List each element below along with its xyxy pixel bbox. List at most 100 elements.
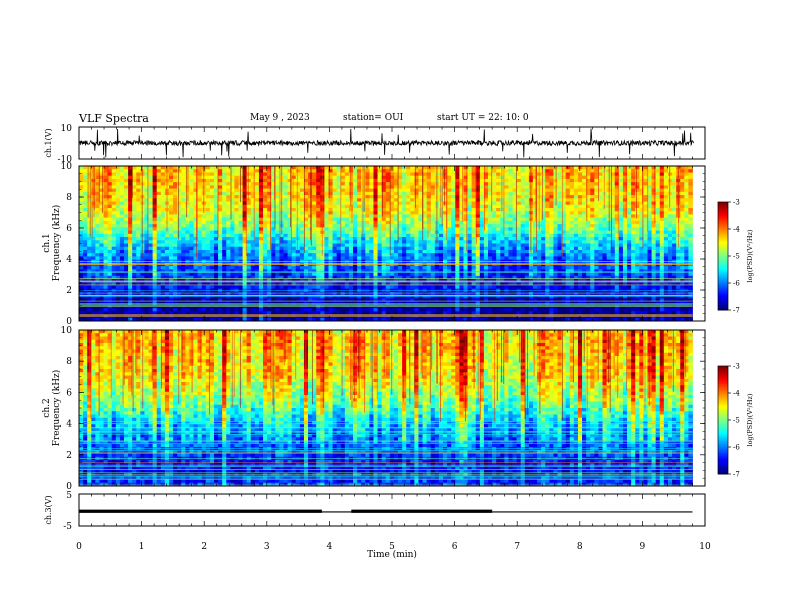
spectrogram-cell bbox=[389, 204, 395, 209]
spectrogram-cell bbox=[193, 224, 199, 228]
spectrogram-cell bbox=[353, 227, 358, 231]
spectrogram-cell bbox=[95, 246, 100, 251]
spectrogram-cell bbox=[389, 201, 395, 206]
spectrogram-cell bbox=[651, 227, 657, 231]
spectrogram-cell bbox=[230, 243, 235, 248]
spectrogram-cell bbox=[430, 204, 436, 209]
spectrogram-cell bbox=[438, 217, 444, 222]
spectrogram-cell bbox=[209, 227, 215, 231]
spectrogram-cell bbox=[385, 253, 391, 257]
spectrogram-cell bbox=[504, 201, 509, 206]
spectrogram-cell bbox=[389, 246, 395, 251]
spectrogram-cell bbox=[516, 233, 522, 238]
spectrogram-cell bbox=[128, 256, 133, 261]
spectrogram-cell bbox=[353, 224, 358, 228]
spectrogram-cell bbox=[389, 195, 395, 199]
spectrogram-cell bbox=[340, 207, 346, 212]
spectrogram-cell bbox=[361, 256, 366, 261]
spectrogram-cell bbox=[353, 211, 358, 215]
spectrogram-cell bbox=[651, 185, 657, 190]
spectrogram-cell bbox=[586, 217, 591, 222]
spectrogram-cell bbox=[107, 249, 113, 254]
spectrogram-cell bbox=[402, 201, 407, 206]
spectrogram-cell bbox=[132, 246, 137, 251]
spectrogram-cell bbox=[119, 195, 125, 199]
spectrogram-cell bbox=[348, 178, 354, 183]
spectrogram-cell bbox=[209, 230, 215, 235]
spectrogram-cell bbox=[275, 243, 280, 248]
spectrogram-cell bbox=[557, 166, 562, 170]
spectrogram-cell bbox=[128, 224, 133, 228]
spectrogram-cell bbox=[545, 214, 550, 219]
spectrogram-cell bbox=[152, 253, 158, 257]
spectrogram-cell bbox=[602, 243, 607, 248]
spectrogram-cell bbox=[226, 220, 231, 225]
spectrogram-cell bbox=[230, 256, 235, 261]
spectrogram-cell bbox=[119, 172, 125, 177]
spectrogram-cell bbox=[357, 230, 362, 235]
spectrogram-cell bbox=[115, 249, 121, 254]
spectrogram-cell bbox=[254, 175, 260, 180]
spectrogram-cell bbox=[111, 169, 117, 173]
spectrogram-cell bbox=[651, 204, 657, 209]
spectrogram-cell bbox=[639, 169, 644, 173]
spectrogram-cell bbox=[492, 237, 497, 241]
spectrogram-cell bbox=[181, 204, 186, 209]
spectrogram-cell bbox=[667, 266, 673, 270]
spectrogram-cell bbox=[663, 253, 669, 257]
spectrogram-cell bbox=[119, 211, 125, 215]
spectrogram-cell bbox=[246, 220, 252, 225]
spectrogram-cell bbox=[610, 185, 616, 190]
spectrogram-cell bbox=[328, 191, 333, 196]
spectrogram-cell bbox=[119, 256, 125, 261]
spectrogram-cell bbox=[524, 240, 530, 244]
spectrogram-cell bbox=[451, 230, 456, 235]
spectrogram-cell bbox=[512, 195, 518, 199]
spectrogram-cell bbox=[336, 198, 342, 202]
spectrogram-cell bbox=[520, 237, 526, 241]
spectrogram-cell bbox=[479, 227, 485, 231]
spectrogram-cell bbox=[508, 266, 513, 270]
spectrogram-cell bbox=[99, 195, 104, 199]
spectrogram-cell bbox=[631, 166, 636, 170]
spectrogram-cell bbox=[610, 169, 616, 173]
spectrogram-cell bbox=[365, 214, 370, 219]
spectrogram-cell bbox=[361, 166, 366, 170]
spectrogram-cell bbox=[414, 204, 419, 209]
spectrogram-cell bbox=[483, 185, 489, 190]
spectrogram-cell bbox=[332, 243, 338, 248]
spectrogram-cell bbox=[463, 166, 468, 170]
spectrogram-cell bbox=[553, 240, 558, 244]
spectrogram-cell bbox=[275, 207, 280, 212]
spectrogram-cell bbox=[123, 191, 129, 196]
spectrogram-cell bbox=[557, 182, 562, 186]
spectrogram-cell bbox=[659, 227, 665, 231]
spectrogram-cell bbox=[451, 249, 456, 254]
spectrogram-cell bbox=[230, 220, 235, 225]
spectrogram-cell bbox=[577, 256, 583, 261]
spectrogram-cell bbox=[635, 201, 640, 206]
spectrogram-cell bbox=[512, 249, 518, 254]
spectrogram-cell bbox=[205, 240, 211, 244]
spectrogram-cell bbox=[365, 246, 370, 251]
spectrogram-cell bbox=[500, 227, 505, 231]
spectrogram-cell bbox=[328, 217, 333, 222]
spectrogram-cell bbox=[303, 227, 309, 231]
spectrogram-cell bbox=[263, 220, 268, 225]
spectrogram-cell bbox=[246, 195, 252, 199]
spectrogram-cell bbox=[512, 266, 518, 270]
spectrogram-cell bbox=[209, 195, 215, 199]
spectrogram-cell bbox=[471, 233, 477, 238]
spectrogram-cell bbox=[267, 169, 272, 173]
spectrogram-cell bbox=[275, 172, 280, 177]
spectrogram-cell bbox=[447, 182, 452, 186]
spectrogram-cell bbox=[107, 204, 113, 209]
spectrogram-cell bbox=[524, 204, 530, 209]
spectrogram-cell bbox=[299, 172, 305, 177]
spectrogram-cell bbox=[582, 214, 587, 219]
spectrogram-cell bbox=[545, 178, 550, 183]
spectrogram-cell bbox=[263, 185, 268, 190]
spectrogram-cell bbox=[627, 166, 632, 170]
spectrogram-cell bbox=[389, 169, 395, 173]
spectrogram-cell bbox=[107, 207, 113, 212]
